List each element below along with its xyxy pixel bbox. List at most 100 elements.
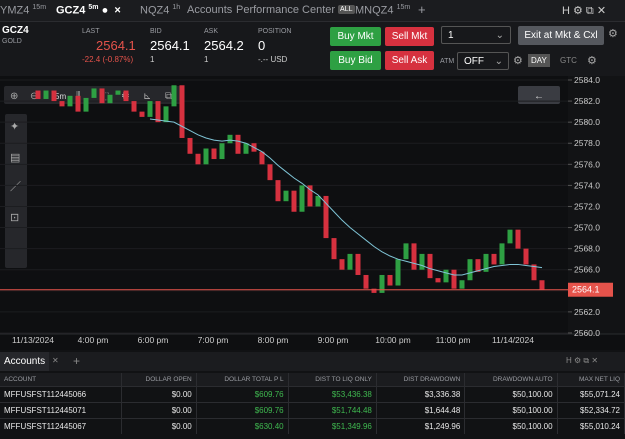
- tab-label: MNQZ4: [355, 4, 394, 17]
- chart-background: [0, 76, 625, 350]
- tab-label: Performance Center: [236, 4, 336, 16]
- window-controls[interactable]: H ⚙ ⧉ ✕: [566, 356, 599, 365]
- candle: [67, 95, 73, 107]
- tab[interactable]: GCZ4 5m ● ×: [56, 4, 121, 17]
- column-header[interactable]: DOLLAR OPEN: [121, 373, 197, 387]
- tab[interactable]: Accounts: [187, 4, 232, 16]
- candle: [139, 111, 145, 117]
- candle: [379, 274, 385, 293]
- tab[interactable]: Performance Center ALL: [236, 4, 355, 16]
- back-button[interactable]: [518, 86, 560, 104]
- account-row[interactable]: MFFUSFST112445067 $0.00 $630.40 $51,349.96 $…: [0, 418, 625, 434]
- y-tick-label: 2584.0: [574, 76, 600, 85]
- cell: MFFUSFST112445067: [0, 418, 123, 434]
- account-row[interactable]: MFFUSFST112445066 $0.00 $609.76 $53,436.38 $…: [0, 386, 625, 403]
- crosshair-tool[interactable]: ✦: [10, 121, 19, 133]
- candle: [219, 143, 225, 160]
- zoom-in[interactable]: ⊕: [10, 91, 18, 102]
- quantity-input[interactable]: 1 ⌄: [441, 26, 511, 44]
- candle: [203, 148, 209, 165]
- accounts-tab[interactable]: Accounts: [0, 352, 50, 371]
- tab-interval: 15m: [32, 4, 47, 11]
- quote-bar: GCZ4 GOLD LAST 2564.1 -22.4 (-0.87%) BID…: [0, 22, 625, 76]
- interval-button[interactable]: 5m: [55, 92, 66, 101]
- column-header[interactable]: DIST DRAWDOWN: [376, 373, 466, 387]
- indicators[interactable]: ⊾: [143, 91, 151, 102]
- day-toggle[interactable]: DAY: [528, 54, 550, 67]
- price-chart: ⊕ ⊖ 5m ⫼ ⬚ ⚙ ⊾ ⧉ ← ✦ ▤ ／ ⊡ 2584.02582.02…: [0, 76, 625, 350]
- cell: $55,010.24: [557, 418, 625, 434]
- candle: [419, 253, 425, 270]
- settings-icon[interactable]: ⚙: [587, 55, 597, 67]
- notes-tool[interactable]: ▤: [10, 152, 20, 164]
- last-price-label: 2564.1: [572, 285, 600, 295]
- candle: [115, 90, 121, 95]
- candle: [147, 101, 153, 117]
- bid-size: 1: [150, 55, 155, 64]
- ask-size: 1: [204, 55, 209, 64]
- gtc-toggle[interactable]: GTC: [560, 56, 577, 65]
- sell-market-button[interactable]: Sell Mkt: [385, 27, 434, 46]
- lock-tool[interactable]: ⊡: [10, 212, 19, 224]
- account-row[interactable]: MFFUSFST112445071 $0.00 $609.76 $51,744.48 $…: [0, 402, 625, 419]
- candle: [59, 101, 65, 107]
- cell: MFFUSFST112445066: [0, 386, 123, 403]
- settings-icon[interactable]: ⚙: [608, 28, 618, 40]
- cell: $0.00: [121, 418, 197, 434]
- candle: [91, 88, 97, 98]
- candle: [451, 269, 457, 289]
- layout[interactable]: ⧉: [165, 91, 172, 102]
- y-tick-label: 2578.0: [574, 138, 600, 148]
- accounts-header: Accounts ✕ + H ⚙ ⧉ ✕: [0, 352, 625, 371]
- zoom-out[interactable]: ⊖: [30, 91, 38, 102]
- bid-price: 2564.1: [150, 38, 190, 53]
- candle: [35, 90, 41, 99]
- buy-market-button[interactable]: Buy Mkt: [330, 27, 381, 46]
- x-tick-label: 4:00 pm: [78, 335, 109, 345]
- candle: [491, 253, 497, 265]
- window-controls[interactable]: H ⚙ ⧉ ✕: [562, 5, 607, 17]
- x-tick-label: 11:00 pm: [436, 335, 471, 345]
- cell: $3,336.38: [376, 386, 466, 403]
- symbol: GCZ4: [2, 25, 29, 36]
- cell: $0.00: [121, 402, 197, 419]
- column-header[interactable]: DRAWDOWN AUTO: [464, 373, 558, 387]
- column-header[interactable]: MAX NET LIQ: [557, 373, 625, 387]
- select-tool[interactable]: ⬚: [100, 91, 109, 102]
- atm-value: OFF: [464, 56, 484, 67]
- cell: $51,744.48: [288, 402, 377, 419]
- draw-tool[interactable]: ／: [10, 180, 21, 193]
- candle: [459, 280, 465, 289]
- y-tick-label: 2560.0: [574, 328, 600, 338]
- tab[interactable]: YMZ4 15m: [0, 4, 46, 17]
- position-value: -.-- USD: [258, 55, 288, 64]
- close-tab[interactable]: ✕: [52, 356, 59, 365]
- cell: $609.76: [196, 402, 289, 419]
- sell-ask-button[interactable]: Sell Ask: [385, 51, 434, 70]
- candle: [99, 88, 105, 104]
- x-tick-label: 6:00 pm: [138, 335, 169, 345]
- add-tab[interactable]: +: [73, 354, 81, 368]
- tab-label: Accounts: [187, 4, 233, 16]
- exit-button[interactable]: Exit at Mkt & Cxl: [518, 26, 604, 45]
- candle: [171, 85, 177, 107]
- cell: $1,249.96: [376, 418, 466, 434]
- add-tab[interactable]: +: [418, 2, 426, 17]
- plot-area: 2584.0 2582.0 2580.0 2578.0 2576.0 2574.0 2572…: [0, 76, 613, 345]
- column-header[interactable]: DIST TO LIQ ONLY: [288, 373, 377, 387]
- settings-icon[interactable]: ⚙: [513, 55, 523, 67]
- candle: [299, 185, 305, 212]
- side-toolbar: [5, 114, 27, 268]
- candle: [315, 195, 321, 207]
- tab[interactable]: MNQZ4 15m: [355, 4, 410, 17]
- tab[interactable]: NQZ4 1h: [140, 4, 180, 17]
- atm-select[interactable]: OFF ⌄: [457, 52, 509, 70]
- candle: [475, 259, 481, 272]
- cell: $50,100.00: [464, 418, 558, 434]
- column-header[interactable]: DOLLAR TOTAL P L: [196, 373, 289, 387]
- cell: $51,349.96: [288, 418, 377, 434]
- back-arrow: ←: [534, 91, 544, 102]
- buy-bid-button[interactable]: Buy Bid: [330, 51, 381, 70]
- column-header[interactable]: ACCOUNT: [0, 373, 123, 387]
